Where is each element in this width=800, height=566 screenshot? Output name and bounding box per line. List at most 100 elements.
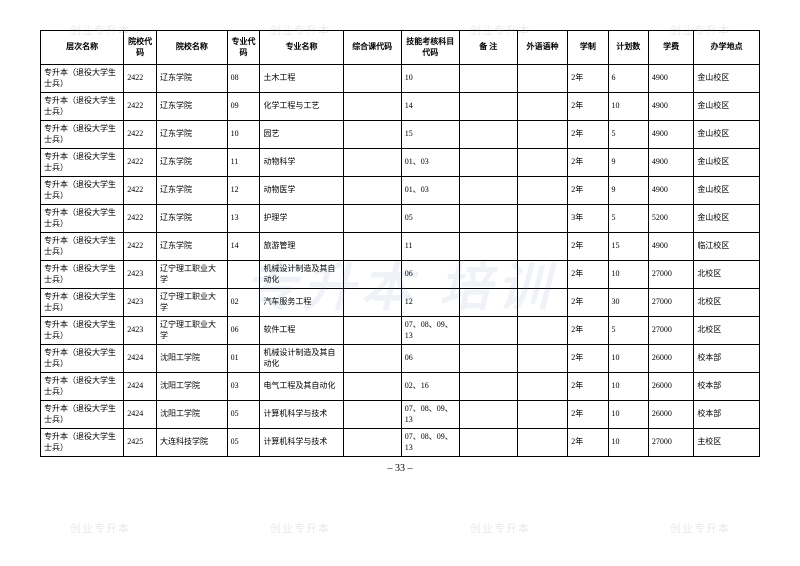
table-cell: 专升本（退役大学生士兵） (41, 177, 124, 205)
col-header: 备 注 (459, 31, 517, 65)
table-cell: 机械设计制造及其自动化 (260, 345, 343, 373)
table-row: 专升本（退役大学生士兵）2424沈阳工学院01机械设计制造及其自动化062年10… (41, 345, 760, 373)
col-header: 学制 (568, 31, 608, 65)
table-row: 专升本（退役大学生士兵）2422辽东学院08土木工程102年64900金山校区 (41, 65, 760, 93)
table-cell: 汽车服务工程 (260, 289, 343, 317)
table-cell: 2年 (568, 289, 608, 317)
table-cell: 2424 (124, 345, 157, 373)
table-cell: 2422 (124, 233, 157, 261)
table-cell (459, 289, 517, 317)
table-cell: 11 (227, 149, 260, 177)
table-cell: 10 (608, 401, 648, 429)
table-cell: 2422 (124, 177, 157, 205)
table-cell: 01、03 (401, 149, 459, 177)
col-header: 层次名称 (41, 31, 124, 65)
table-cell: 2年 (568, 93, 608, 121)
table-cell: 园艺 (260, 121, 343, 149)
table-cell: 5 (608, 121, 648, 149)
col-header: 计划数 (608, 31, 648, 65)
table-cell: 5200 (648, 205, 693, 233)
table-cell (459, 65, 517, 93)
table-cell (459, 233, 517, 261)
table-cell: 金山校区 (694, 93, 760, 121)
table-cell: 专升本（退役大学生士兵） (41, 121, 124, 149)
table-cell (459, 149, 517, 177)
table-cell: 专升本（退役大学生士兵） (41, 345, 124, 373)
table-cell: 10 (227, 121, 260, 149)
table-cell: 2年 (568, 373, 608, 401)
table-cell: 金山校区 (694, 177, 760, 205)
table-cell: 26000 (648, 401, 693, 429)
table-cell: 06 (401, 261, 459, 289)
table-cell: 2年 (568, 149, 608, 177)
table-cell (459, 177, 517, 205)
table-cell: 10 (608, 93, 648, 121)
table-cell: 2年 (568, 345, 608, 373)
table-cell: 02、16 (401, 373, 459, 401)
table-header-row: 层次名称院校代码院校名称专业代码专业名称综合课代码技能考核科目代码备 注外语语种… (41, 31, 760, 65)
table-cell (517, 401, 567, 429)
table-cell: 计算机科学与技术 (260, 401, 343, 429)
table-cell (343, 205, 401, 233)
col-header: 专业名称 (260, 31, 343, 65)
table-cell: 07、08、09、13 (401, 317, 459, 345)
table-cell: 07、08、09、13 (401, 401, 459, 429)
table-cell: 2423 (124, 289, 157, 317)
table-cell: 专升本（退役大学生士兵） (41, 233, 124, 261)
table-cell: 专升本（退役大学生士兵） (41, 373, 124, 401)
table-cell: 北校区 (694, 317, 760, 345)
table-cell: 临江校区 (694, 233, 760, 261)
table-cell (517, 65, 567, 93)
table-cell: 沈阳工学院 (157, 401, 228, 429)
table-cell: 2425 (124, 429, 157, 457)
table-cell (343, 373, 401, 401)
table-cell (343, 149, 401, 177)
table-cell: 3年 (568, 205, 608, 233)
table-cell (459, 261, 517, 289)
table-cell (517, 177, 567, 205)
table-cell: 5 (608, 317, 648, 345)
table-cell: 4900 (648, 149, 693, 177)
table-cell: 10 (401, 65, 459, 93)
table-cell (343, 233, 401, 261)
col-header: 院校名称 (157, 31, 228, 65)
table-cell: 30 (608, 289, 648, 317)
table-row: 专升本（退役大学生士兵）2422辽东学院13护理学053年55200金山校区 (41, 205, 760, 233)
col-header: 院校代码 (124, 31, 157, 65)
table-cell: 专升本（退役大学生士兵） (41, 205, 124, 233)
table-cell: 4900 (648, 121, 693, 149)
table-cell: 计算机科学与技术 (260, 429, 343, 457)
table-row: 专升本（退役大学生士兵）2422辽东学院10园艺152年54900金山校区 (41, 121, 760, 149)
table-cell: 05 (227, 429, 260, 457)
table-cell: 2423 (124, 317, 157, 345)
table-cell (459, 429, 517, 457)
table-cell: 27000 (648, 261, 693, 289)
col-header: 外语语种 (517, 31, 567, 65)
table-cell: 辽东学院 (157, 177, 228, 205)
table-cell: 北校区 (694, 261, 760, 289)
table-cell: 辽宁理工职业大学 (157, 289, 228, 317)
table-cell: 动物科学 (260, 149, 343, 177)
table-cell: 沈阳工学院 (157, 373, 228, 401)
table-cell: 4900 (648, 233, 693, 261)
table-cell: 10 (608, 261, 648, 289)
table-cell: 06 (401, 345, 459, 373)
enrollment-table: 层次名称院校代码院校名称专业代码专业名称综合课代码技能考核科目代码备 注外语语种… (40, 30, 760, 457)
table-cell: 12 (401, 289, 459, 317)
table-cell: 专升本（退役大学生士兵） (41, 93, 124, 121)
col-header: 办学地点 (694, 31, 760, 65)
table-cell: 2年 (568, 429, 608, 457)
table-cell: 4900 (648, 65, 693, 93)
table-cell: 2422 (124, 93, 157, 121)
table-cell: 专升本（退役大学生士兵） (41, 401, 124, 429)
table-cell: 辽东学院 (157, 149, 228, 177)
table-cell: 27000 (648, 289, 693, 317)
table-cell (517, 149, 567, 177)
table-cell: 2年 (568, 65, 608, 93)
table-cell: 辽东学院 (157, 205, 228, 233)
table-cell: 大连科技学院 (157, 429, 228, 457)
table-cell: 专升本（退役大学生士兵） (41, 65, 124, 93)
table-cell: 15 (401, 121, 459, 149)
table-cell: 26000 (648, 373, 693, 401)
table-cell: 10 (608, 429, 648, 457)
